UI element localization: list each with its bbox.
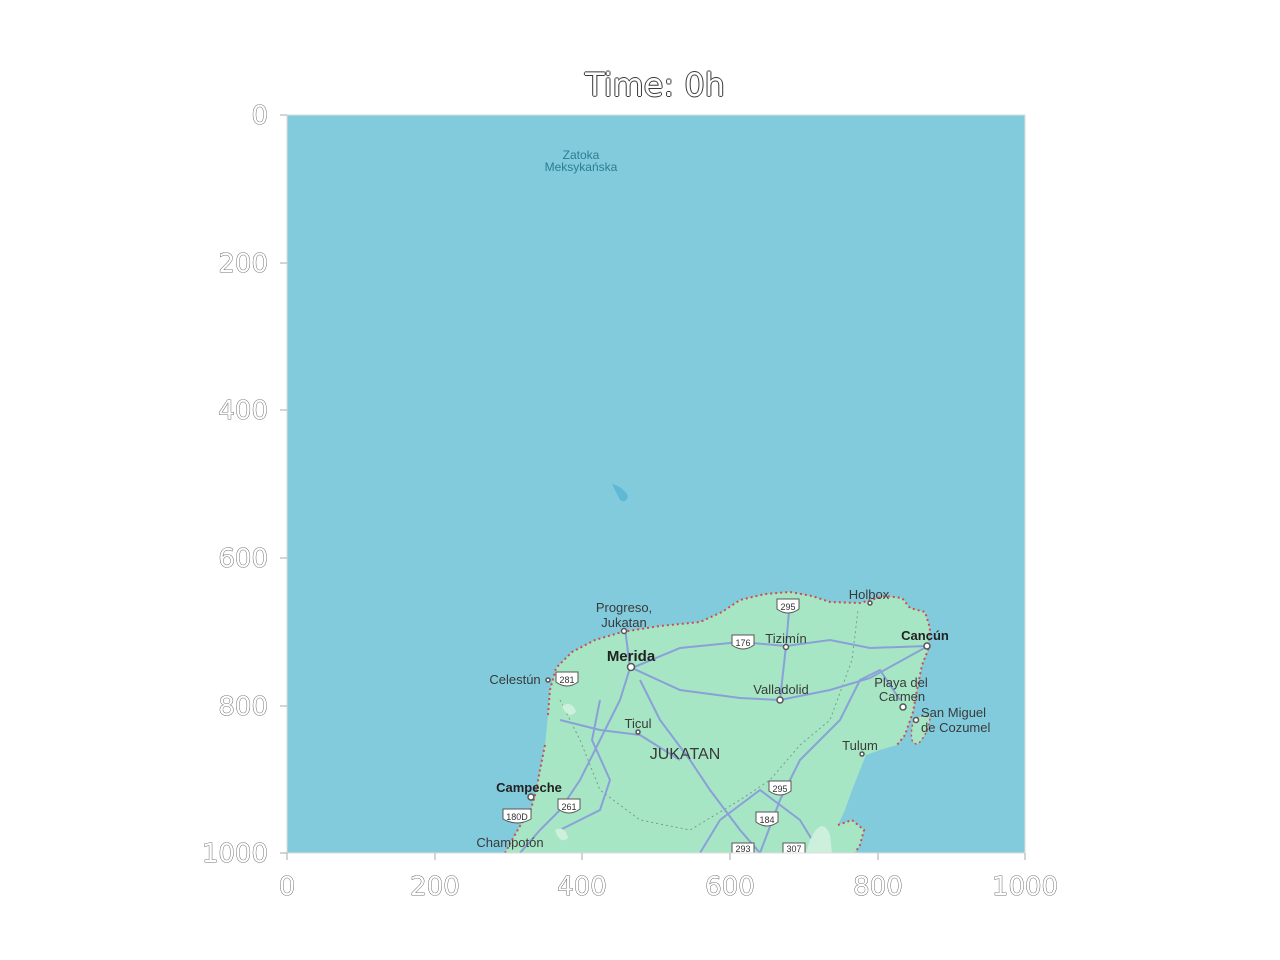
x-tick-label-400: 400	[557, 872, 607, 902]
park-2	[562, 704, 576, 715]
ticul-label: Ticul	[625, 716, 652, 731]
cancun-marker	[923, 642, 931, 650]
reef-shape	[612, 484, 628, 502]
shield-261: 261	[557, 798, 581, 814]
merida-label: Merida	[607, 648, 656, 665]
tulum-marker	[859, 751, 865, 757]
tulum-label: Tulum	[842, 738, 878, 753]
holbox-marker	[867, 600, 873, 606]
merida-marker	[626, 662, 636, 672]
shield-295b: 295	[768, 780, 792, 796]
playa-label-1: Playa del	[874, 675, 928, 690]
svg-text:184: 184	[759, 815, 774, 825]
cancun-label: Cancún	[901, 628, 949, 643]
playa-label-2: Carmen	[879, 689, 925, 704]
cozumel-border	[910, 715, 931, 745]
holbox-label: Holbox	[849, 587, 890, 602]
ticul-marker	[635, 729, 641, 735]
sea-label-line2: Meksykańska	[545, 160, 618, 174]
svg-text:307: 307	[786, 844, 801, 854]
campeche-label: Campeche	[496, 780, 562, 795]
x-tick-label-1000: 1000	[992, 872, 1058, 902]
shield-307: 307	[782, 842, 806, 854]
svg-text:281: 281	[559, 675, 574, 685]
y-tick-label-600: 600	[218, 544, 268, 574]
x-axis: 0 200 400 600 800 1000	[278, 853, 1058, 902]
svg-text:176: 176	[735, 638, 750, 648]
shield-176: 176	[731, 634, 755, 650]
y-tick-label-800: 800	[218, 692, 268, 722]
svg-text:180D: 180D	[506, 812, 528, 822]
x-tick-label-200: 200	[410, 872, 460, 902]
progreso-label-2: Jukatan	[601, 615, 647, 630]
y-axis: 0 200 400 600 800 1000	[201, 101, 287, 869]
valladolid-marker	[776, 696, 784, 704]
svg-text:295: 295	[780, 602, 795, 612]
x-tick-label-0: 0	[279, 872, 296, 902]
y-tick-label-1000: 1000	[202, 839, 268, 869]
y-tick-label-400: 400	[218, 396, 268, 426]
park-1	[806, 826, 832, 853]
x-tick-label-600: 600	[705, 872, 755, 902]
y-tick-label-0: 0	[251, 101, 268, 131]
celestun-label: Celestún	[489, 672, 540, 687]
state-border	[547, 590, 932, 746]
cozumel-marker	[912, 716, 920, 724]
valladolid-label: Valladolid	[753, 682, 808, 697]
playa-marker	[899, 703, 907, 711]
highway-shields: 295 176 281 295 261 180D 184 293 307	[502, 598, 806, 854]
x-tick-label-800: 800	[853, 872, 903, 902]
progreso-label-1: Progreso,	[596, 600, 652, 615]
shield-184: 184	[755, 811, 779, 827]
state-border-south	[504, 744, 546, 854]
plot-title: Time: 0h	[585, 66, 725, 104]
region-label: JUKATAN	[650, 746, 721, 763]
shield-293: 293	[731, 842, 755, 854]
cozumel-label-1: San Miguel	[921, 705, 986, 720]
shield-180d: 180D	[502, 808, 532, 824]
axes-frame	[286, 114, 1026, 854]
campeche-marker	[527, 793, 535, 801]
tizimin-marker	[782, 643, 790, 651]
svg-text:261: 261	[561, 802, 576, 812]
progreso-marker	[620, 627, 628, 635]
y-tick-label-200: 200	[218, 249, 268, 279]
shield-295a: 295	[776, 598, 800, 614]
park-3	[555, 828, 568, 841]
cozumel-label-2: de Cozumel	[921, 720, 990, 735]
map-image[interactable]: Zatoka Meksykańska Progreso, Jukatan Mer…	[287, 115, 1025, 854]
city-markers	[527, 600, 931, 801]
shield-281: 281	[555, 671, 579, 687]
land-yucatan	[505, 592, 930, 853]
sea-label-line1: Zatoka	[563, 148, 600, 162]
svg-text:295: 295	[772, 784, 787, 794]
celestun-marker	[545, 677, 551, 683]
internal-border	[559, 609, 859, 831]
tizimin-label: Tizimín	[765, 631, 806, 646]
state-border-bay	[837, 818, 866, 854]
svg-text:293: 293	[735, 844, 750, 854]
champoton-label: Champotón	[476, 835, 543, 850]
